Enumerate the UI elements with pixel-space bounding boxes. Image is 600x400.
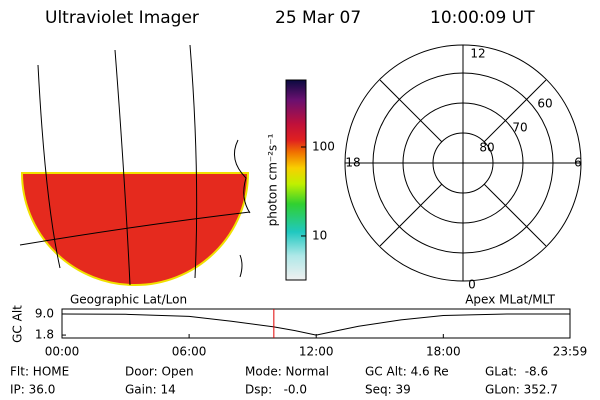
date: 25 Mar 07 xyxy=(275,8,361,28)
info-field: Door: Open xyxy=(125,365,194,379)
x-tick-label: 18:00 xyxy=(426,345,461,359)
colorbar-label: photon cm⁻²s⁻¹ xyxy=(266,133,280,226)
info-field: Seq: 39 xyxy=(365,383,411,397)
info-field: Mode: Normal xyxy=(245,365,329,379)
info-field: GLon: 352.7 xyxy=(485,383,558,397)
y-tick-label: 1.8 xyxy=(35,328,54,342)
time: 10:00:09 UT xyxy=(430,8,535,28)
polar-grid xyxy=(344,44,582,282)
info-field: GC Alt: 4.6 Re xyxy=(365,365,449,379)
panel-title: Geographic Lat/Lon xyxy=(70,293,187,307)
colorbar-tick-label: 100 xyxy=(312,139,335,153)
info-field: Gain: 14 xyxy=(125,383,176,397)
geo-image xyxy=(19,44,251,286)
info-field: Flt: HOME xyxy=(10,365,69,379)
mlt-label: 0 xyxy=(468,278,476,292)
x-tick-label: 00:00 xyxy=(45,345,80,359)
y-tick-label: 9.0 xyxy=(35,306,54,320)
x-tick-label: 06:00 xyxy=(172,345,207,359)
altitude-frame xyxy=(61,308,571,339)
x-tick-label: 12:00 xyxy=(299,345,334,359)
info-field: GLat: -8.6 xyxy=(485,365,548,379)
mlt-label: 12 xyxy=(470,47,485,61)
y-axis-label: GC Alt xyxy=(11,305,25,343)
mlat-label: 80 xyxy=(479,141,494,155)
altitude-line xyxy=(61,313,570,336)
mlat-label: 70 xyxy=(512,121,527,135)
info-field: IP: 36.0 xyxy=(10,383,55,397)
info-field: Dsp: -0.0 xyxy=(245,383,307,397)
mlt-label: 6 xyxy=(574,156,582,170)
panel-title: Apex MLat/MLT xyxy=(465,293,555,307)
instrument: Ultraviolet Imager xyxy=(45,8,199,28)
mlt-label: 18 xyxy=(345,156,360,170)
x-tick-label: 23:59 xyxy=(553,345,588,359)
colorbar-tick-label: 10 xyxy=(312,228,327,242)
colorbar xyxy=(285,79,307,281)
mlat-label: 60 xyxy=(537,97,552,111)
